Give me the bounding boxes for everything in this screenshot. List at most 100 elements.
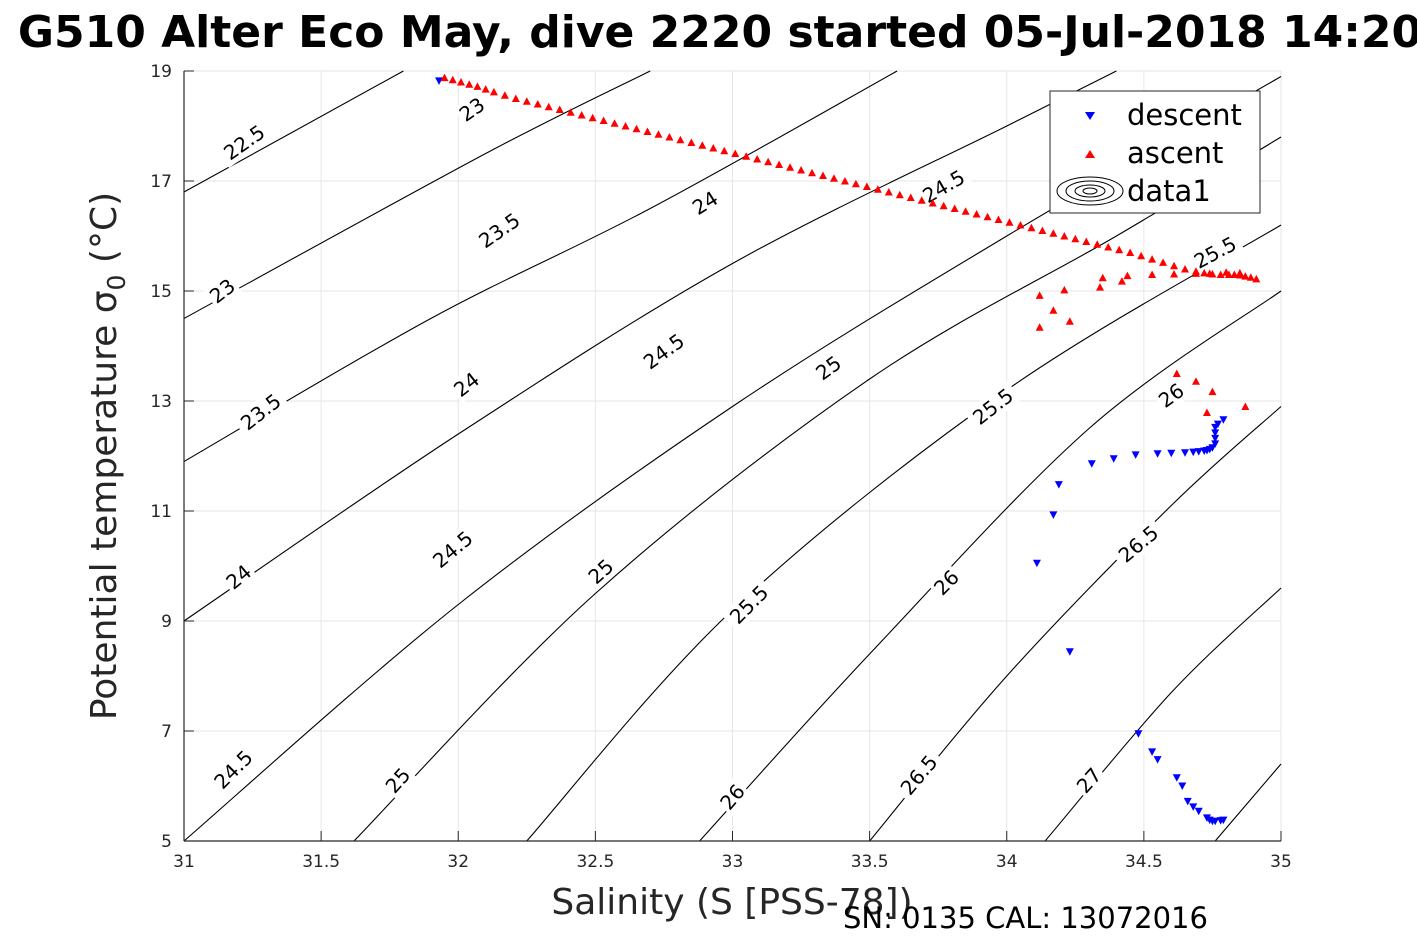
ascent-point-1 [448, 75, 457, 84]
ascent-point-79 [1252, 274, 1261, 283]
descent-point-36 [1219, 816, 1228, 825]
ascent-point-71 [1200, 268, 1209, 277]
descent-point-4 [1065, 648, 1074, 656]
x-tick-label-6: 34 [996, 852, 1018, 872]
ascent-point-5 [481, 85, 490, 93]
legend-ascent-label: ascent [1127, 136, 1223, 170]
y-tick-label-7: 19 [150, 62, 172, 82]
ascent-point-65 [1137, 251, 1146, 260]
legend-descent-marker [1085, 112, 1095, 120]
contour-label-bg-9 [424, 522, 482, 577]
ascent-point-36 [819, 171, 828, 179]
ascent-point-45 [917, 196, 926, 204]
contour-label-bg-11 [914, 162, 974, 211]
contour-label-bg-6 [447, 365, 486, 404]
ascent-point-67 [1159, 258, 1168, 266]
descent-point-3 [1054, 481, 1063, 489]
contour-label-bg-12 [378, 761, 417, 800]
y-tick-label-6: 17 [150, 172, 172, 192]
contour-label-bg-16 [721, 576, 777, 633]
ascent-point-54 [1016, 221, 1025, 229]
ascent-point-23 [676, 135, 685, 144]
contour-line-27-5 [1214, 763, 1282, 842]
descent-point-22 [1219, 416, 1228, 424]
y-tick-label-2: 9 [161, 612, 172, 632]
axes [183, 70, 1282, 842]
ascent-point-93 [1191, 269, 1200, 277]
contour-label-bg-0 [215, 117, 274, 168]
contour-label-bg-18 [713, 777, 752, 817]
y-tick-labels: 5 7 9 11 13 15 17 19 [150, 62, 172, 852]
x-tick-label-5: 33.5 [851, 852, 889, 872]
x-tick-label-4: 33 [722, 852, 744, 872]
descent-point-9 [1167, 449, 1176, 458]
ascent-point-80 [1235, 268, 1244, 277]
contour-line-25 [353, 136, 1282, 842]
ascent-point-20 [643, 127, 652, 135]
legend-descent-label: descent [1127, 98, 1242, 132]
y-tick-label-0: 5 [161, 832, 172, 852]
ascent-point-3 [465, 80, 474, 88]
ascent-point-56 [1038, 226, 1047, 234]
contour-label-bg-20 [1152, 376, 1191, 415]
serial-calibration-footer: SN: 0135 CAL: 13072016 [843, 901, 1208, 935]
y-tick-label-5: 15 [150, 282, 172, 302]
contour-label-bg-1 [203, 272, 242, 310]
ascent-point-29 [742, 152, 751, 160]
ascent-point-46 [928, 199, 937, 207]
descent-point-34 [1211, 817, 1220, 826]
ascent-point-9 [522, 97, 531, 105]
ascent-point-8 [511, 94, 520, 102]
ascent-point-32 [775, 160, 784, 168]
ascent-point-31 [764, 157, 773, 166]
ascent-point-43 [895, 190, 904, 199]
ascent-point-91 [1148, 270, 1157, 278]
ascent-point-94 [1205, 269, 1214, 277]
ascent-point-73 [1216, 270, 1225, 278]
ascent-point-63 [1115, 245, 1124, 254]
contour-line-27 [1044, 587, 1282, 842]
contour-line-26 [699, 290, 1282, 842]
x-tick-label-7: 34.5 [1125, 852, 1163, 872]
ascent-point-19 [632, 124, 641, 133]
x-tick-label-2: 32 [447, 852, 469, 872]
descent-point-1 [1032, 559, 1041, 568]
contour-line-23-5 [183, 70, 898, 462]
contour-label-bg-15 [1185, 229, 1245, 276]
ascent-point-64 [1126, 248, 1135, 256]
ascent-point-14 [577, 111, 586, 119]
contour-line-25-5 [526, 224, 1282, 842]
ascent-point-10 [533, 100, 542, 108]
ascent-point-62 [1104, 243, 1113, 251]
ascent-point-16 [599, 116, 608, 124]
x-tick-label-0: 31 [173, 852, 195, 872]
ascent-point-87 [1095, 283, 1104, 291]
y-axis-label-unit: (°C) [84, 192, 125, 275]
descent-series [435, 77, 1228, 826]
ascent-point-27 [720, 146, 729, 155]
descent-point-25 [1153, 756, 1162, 764]
contour-label-bg-17 [964, 380, 1022, 433]
descent-point-8 [1153, 450, 1162, 458]
ascent-point-26 [709, 144, 718, 152]
contour-label-bg-3 [232, 385, 290, 439]
ascent-point-97 [1202, 408, 1211, 417]
ascent-point-6 [489, 87, 498, 96]
ascent-point-92 [1170, 269, 1179, 278]
descent-point-11 [1189, 448, 1198, 457]
y-axis-label-symbol: σ [84, 290, 125, 313]
contour-line-23 [183, 70, 651, 319]
descent-point-27 [1178, 782, 1187, 790]
ascent-point-41 [873, 185, 882, 193]
y-axis-label-subscript: 0 [102, 275, 131, 291]
ascent-point-84 [1049, 306, 1058, 314]
contour-label-bg-22 [1110, 517, 1167, 571]
ascent-point-60 [1082, 237, 1091, 245]
descent-point-21 [1213, 420, 1222, 429]
ascent-point-38 [840, 177, 849, 185]
x-tick-labels: 31 31.5 32 32.5 33 33.5 34 34.5 35 [173, 852, 1292, 872]
contour-label-bg-4 [470, 205, 529, 256]
contour-label-bg-10 [635, 325, 693, 378]
ascent-point-47 [939, 201, 948, 210]
ascent-point-55 [1027, 223, 1036, 232]
